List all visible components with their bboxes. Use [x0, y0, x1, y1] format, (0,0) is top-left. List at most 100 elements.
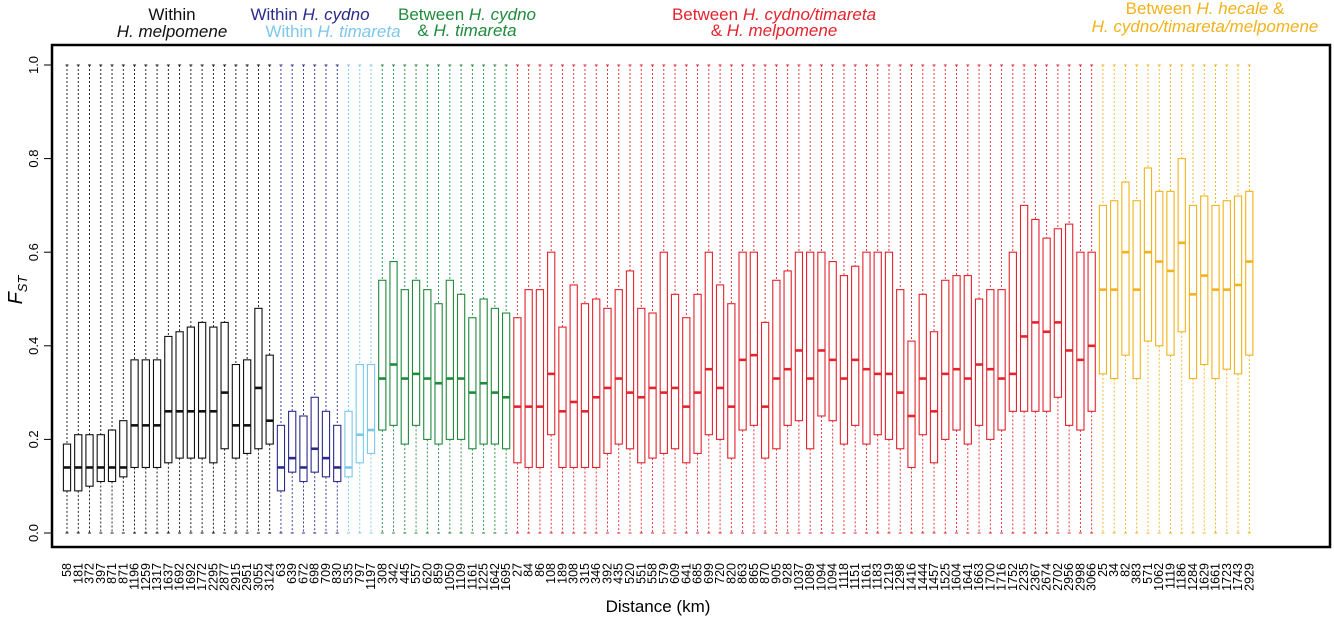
- box-hecale_vs_all-1: [1111, 65, 1118, 533]
- box-cydno_timareta_vs_melpomene-3: [548, 65, 555, 533]
- box-within_timareta-2: [367, 65, 374, 533]
- box-hecale_vs_all-7: [1178, 65, 1185, 533]
- box-cydno_vs_timareta-2: [401, 65, 408, 533]
- box-cydno_timareta_vs_melpomene-12: [649, 65, 656, 533]
- box-cydno_timareta_vs_melpomene-43: [998, 65, 1005, 533]
- box-iqr: [491, 308, 498, 444]
- box-cydno_timareta_vs_melpomene-35: [908, 65, 915, 533]
- box-iqr: [1178, 159, 1185, 332]
- box-hecale_vs_all-11: [1223, 65, 1230, 533]
- box-cydno_timareta_vs_melpomene-13: [660, 65, 667, 533]
- box-cydno_vs_timareta-1: [390, 65, 397, 533]
- box-iqr: [412, 280, 419, 425]
- box-iqr: [840, 276, 847, 444]
- box-iqr: [1066, 224, 1073, 425]
- box-iqr: [1009, 252, 1016, 411]
- box-iqr: [593, 299, 600, 467]
- box-cydno_vs_timareta-10: [491, 65, 498, 533]
- box-within_melpomene-5: [120, 65, 127, 533]
- box-cydno_timareta_vs_melpomene-16: [694, 65, 701, 533]
- box-cydno_timareta_vs_melpomene-40: [964, 65, 971, 533]
- box-hecale_vs_all-13: [1246, 65, 1253, 533]
- box-cydno_timareta_vs_melpomene-2: [536, 65, 543, 533]
- box-cydno_vs_timareta-11: [503, 65, 510, 533]
- group-label-line2: & H. timareta: [417, 21, 516, 40]
- box-iqr: [694, 294, 701, 453]
- box-iqr: [142, 360, 149, 468]
- box-hecale_vs_all-2: [1122, 65, 1129, 533]
- box-iqr: [649, 313, 656, 458]
- box-iqr: [829, 262, 836, 421]
- box-iqr: [525, 290, 532, 468]
- box-iqr: [762, 322, 769, 458]
- box-iqr: [1246, 191, 1253, 355]
- box-iqr: [548, 252, 555, 435]
- box-iqr: [953, 276, 960, 430]
- box-iqr: [379, 280, 386, 430]
- group-label-within_melpomene: WithinH. melpomene: [117, 5, 228, 41]
- box-cydno_vs_timareta-7: [458, 65, 465, 533]
- box-cydno_timareta_vs_melpomene-33: [885, 65, 892, 533]
- box-iqr: [874, 252, 881, 435]
- box-cydno_timareta_vs_melpomene-37: [930, 65, 937, 533]
- box-iqr: [165, 336, 172, 462]
- box-iqr: [919, 294, 926, 434]
- box-iqr: [1077, 252, 1084, 430]
- box-within_melpomene-2: [86, 65, 93, 533]
- box-cydno_timareta_vs_melpomene-51: [1088, 65, 1095, 533]
- box-iqr: [255, 308, 262, 448]
- box-iqr: [277, 425, 284, 491]
- box-iqr: [784, 271, 791, 425]
- box-iqr: [334, 425, 341, 481]
- box-iqr: [300, 416, 307, 482]
- box-iqr: [435, 304, 442, 444]
- box-group-hecale_vs_all: [1099, 65, 1253, 533]
- box-iqr: [75, 435, 82, 491]
- box-within_cydno-3: [311, 65, 318, 533]
- group-label-line2: H. cydno/timareta/melpomene: [1092, 17, 1319, 36]
- box-iqr: [739, 252, 746, 430]
- box-iqr: [852, 266, 859, 425]
- box-within_cydno-4: [322, 65, 329, 533]
- box-iqr: [153, 360, 160, 468]
- y-tick-label: 0.4: [26, 337, 41, 355]
- box-within_cydno-5: [334, 65, 341, 533]
- box-iqr: [1167, 191, 1174, 355]
- box-hecale_vs_all-5: [1156, 65, 1163, 533]
- box-iqr: [480, 299, 487, 444]
- box-iqr: [1088, 252, 1095, 411]
- box-iqr: [930, 332, 937, 463]
- box-cydno_timareta_vs_melpomene-19: [728, 65, 735, 533]
- box-iqr: [1054, 229, 1061, 397]
- box-iqr: [1201, 196, 1208, 364]
- box-cydno_timareta_vs_melpomene-15: [683, 65, 690, 533]
- box-iqr: [1043, 238, 1050, 411]
- box-cydno_timareta_vs_melpomene-49: [1066, 65, 1073, 533]
- box-within_melpomene-16: [244, 65, 251, 533]
- box-cydno_timareta_vs_melpomene-41: [975, 65, 982, 533]
- box-iqr: [367, 365, 374, 454]
- group-label-cydno_vs_timareta: Between H. cydno& H. timareta: [398, 5, 536, 40]
- box-cydno_timareta_vs_melpomene-5: [570, 65, 577, 533]
- box-iqr: [660, 252, 667, 453]
- box-within_cydno-1: [289, 65, 296, 533]
- box-iqr: [199, 322, 206, 458]
- box-iqr: [908, 341, 915, 467]
- box-iqr: [503, 313, 510, 449]
- x-axis-tick-labels: 5818137239787187111961259131716371692169…: [60, 563, 1256, 591]
- plot-border: [52, 45, 1330, 547]
- box-cydno_timareta_vs_melpomene-6: [581, 65, 588, 533]
- box-cydno_timareta_vs_melpomene-9: [615, 65, 622, 533]
- box-cydno_timareta_vs_melpomene-30: [852, 65, 859, 533]
- y-tick-label: 0.2: [26, 430, 41, 448]
- box-hecale_vs_all-0: [1099, 65, 1106, 533]
- box-iqr: [998, 290, 1005, 430]
- plot-frame: [52, 45, 1330, 547]
- box-cydno_timareta_vs_melpomene-25: [795, 65, 802, 533]
- x-axis-title: Distance (km): [606, 597, 711, 616]
- box-cydno_timareta_vs_melpomene-22: [762, 65, 769, 533]
- box-iqr: [604, 308, 611, 453]
- box-iqr: [716, 285, 723, 439]
- box-iqr: [1156, 191, 1163, 345]
